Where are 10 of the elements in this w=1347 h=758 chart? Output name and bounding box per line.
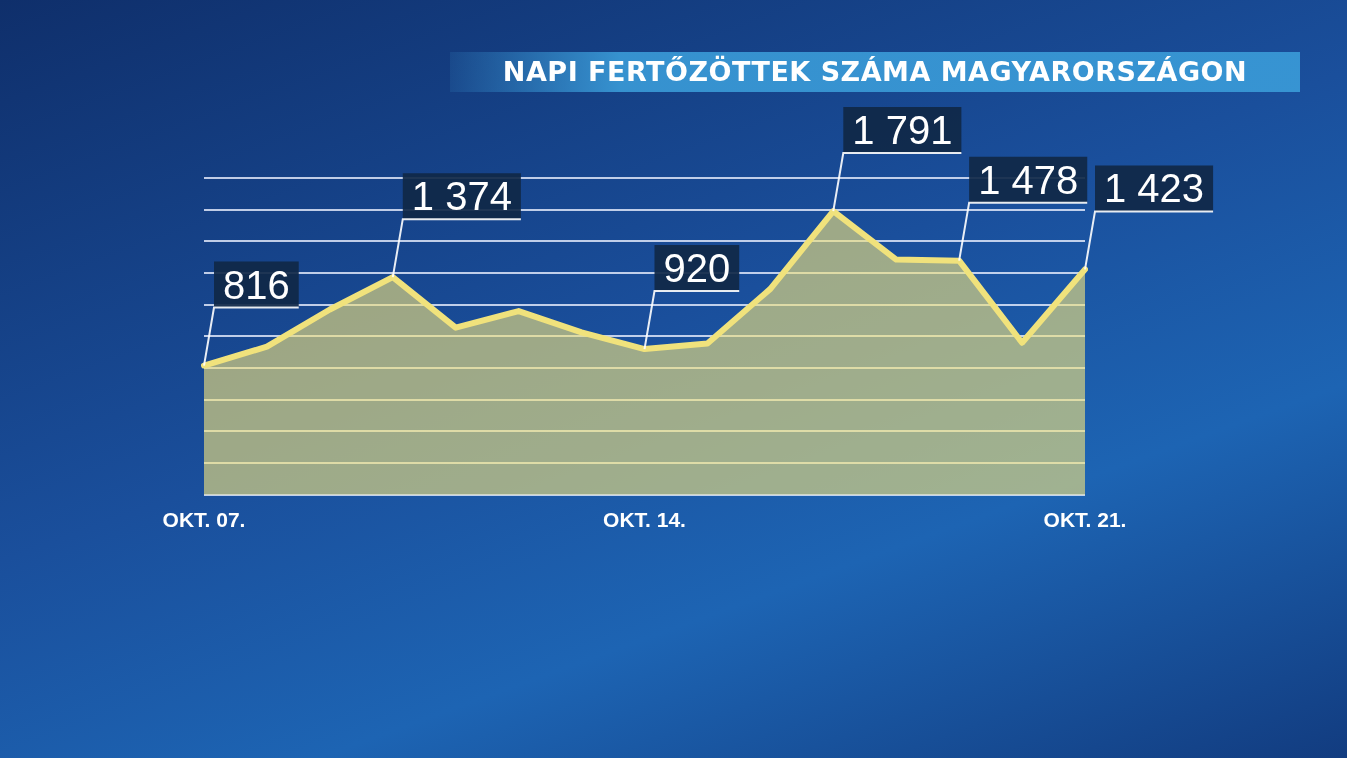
x-tick-label: OKT. 21. — [1043, 508, 1127, 532]
data-label: 1 791 — [852, 108, 953, 153]
data-label: 1 423 — [1104, 166, 1205, 211]
x-tick-label: OKT. 07. — [162, 508, 246, 532]
chart-title: NAPI FERTŐZÖTTEK SZÁMA MAGYARORSZÁGON — [450, 52, 1300, 92]
data-label: 920 — [663, 246, 731, 291]
data-label: 1 374 — [411, 174, 512, 219]
data-label: 816 — [223, 262, 290, 307]
data-label: 1 478 — [978, 157, 1079, 202]
x-tick-label: OKT. 14. — [603, 508, 686, 532]
